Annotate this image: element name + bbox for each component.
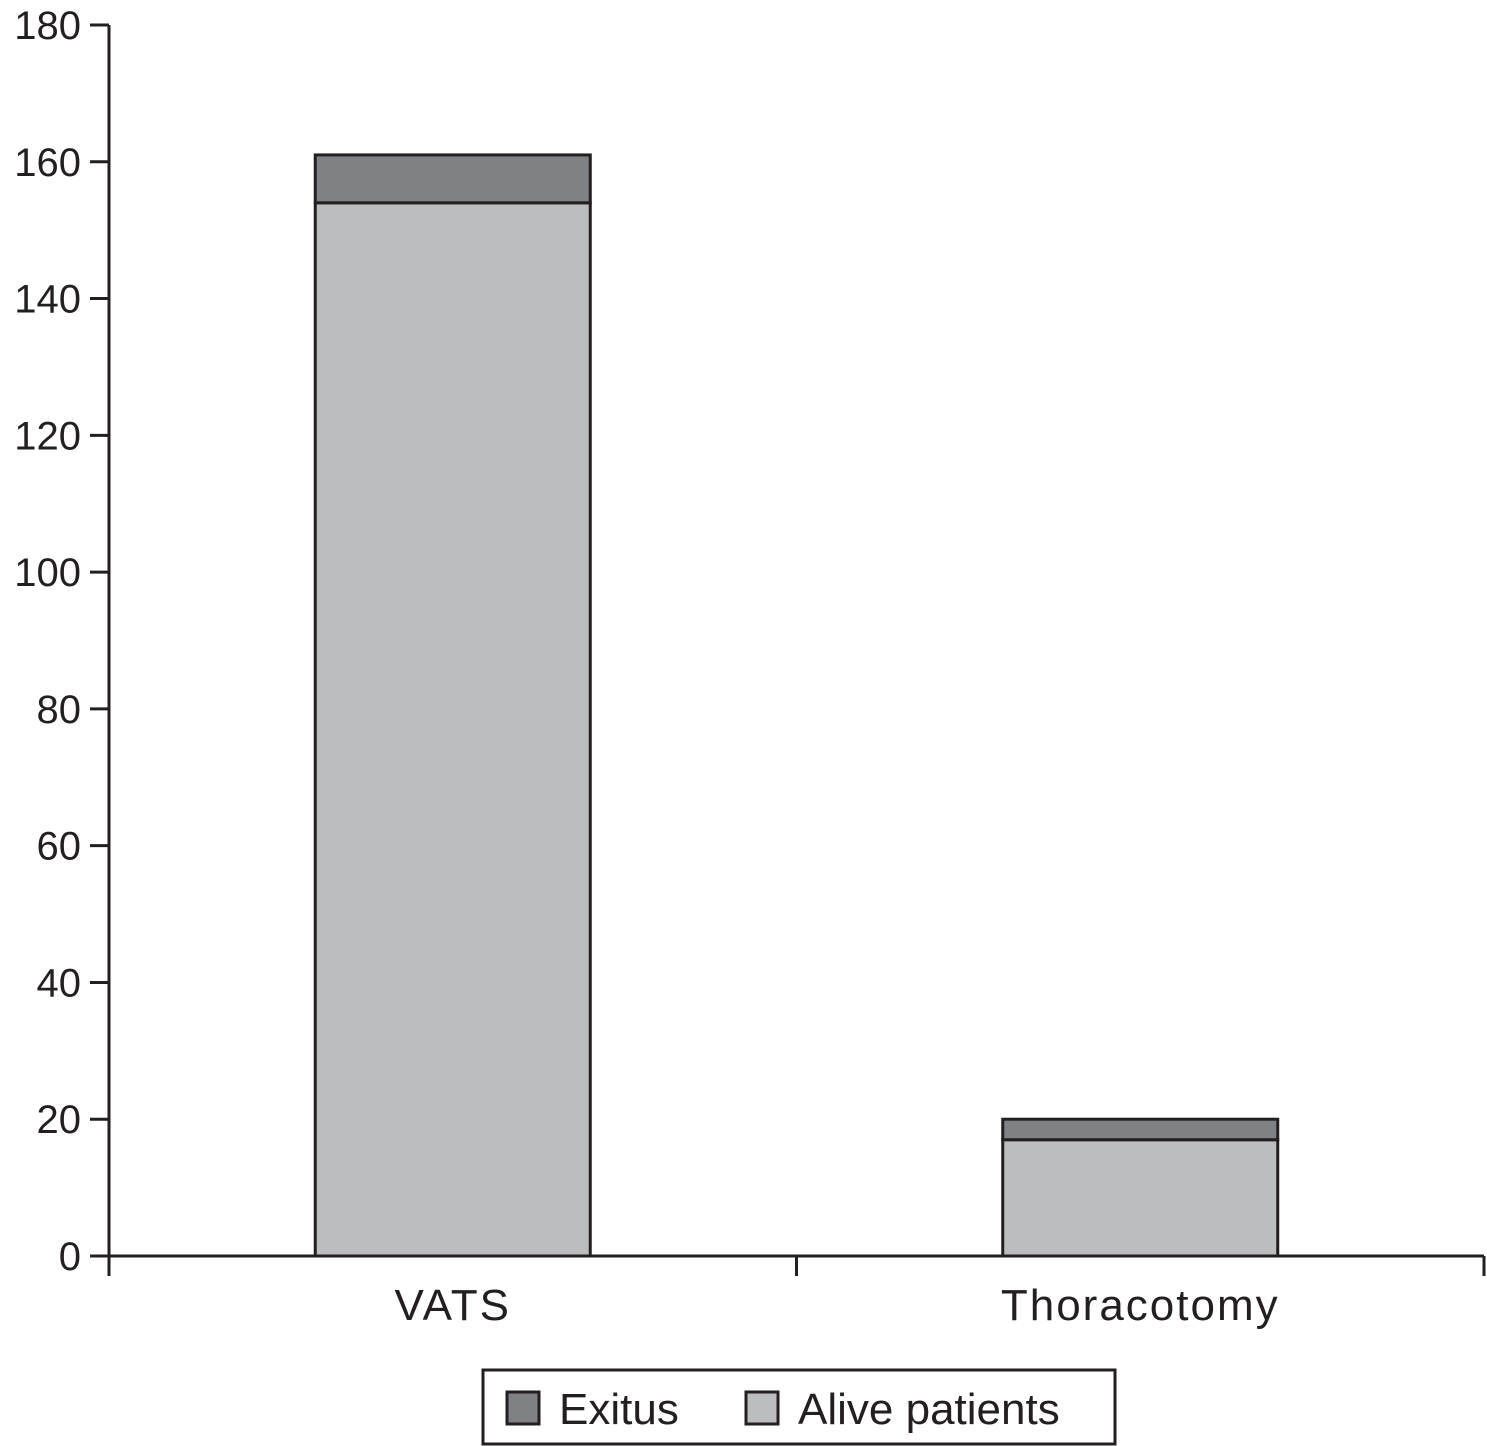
x-axis-ticks: VATS Thoracotomy	[107, 1256, 1486, 1330]
y-tick-label: 0	[59, 1235, 81, 1279]
legend-label: Exitus	[559, 1385, 679, 1434]
legend-swatch-alive-patients	[744, 1390, 780, 1426]
legend-box	[481, 1368, 1117, 1446]
legend-swatch-exitus	[505, 1390, 541, 1426]
y-tick-label: 20	[37, 1098, 82, 1142]
bars	[313, 153, 1280, 1258]
y-tick-label: 40	[37, 961, 82, 1005]
y-tick-label: 140	[14, 278, 81, 322]
bar-vats-alive-patients	[313, 201, 592, 1258]
x-category-label: VATS	[395, 1281, 511, 1330]
y-tick-label: 100	[14, 551, 81, 595]
y-tick-label: 120	[14, 414, 81, 458]
y-tick-label: 60	[37, 825, 82, 869]
y-tick-label: 80	[37, 688, 82, 732]
legend-label: Alive patients	[798, 1385, 1060, 1434]
bar-vats-exitus	[313, 153, 592, 205]
y-tick-label: 160	[14, 141, 81, 185]
bar-thoracotomy-alive-patients	[1001, 1138, 1280, 1258]
y-axis-ticks: 0 20 40 60 80 100 120 140 160 180	[14, 4, 109, 1279]
bar-thoracotomy-exitus	[1001, 1117, 1280, 1142]
x-category-label: Thoracotomy	[1001, 1281, 1280, 1330]
y-tick-label: 180	[14, 4, 81, 48]
legend: Exitus Alive patients	[481, 1368, 1117, 1446]
